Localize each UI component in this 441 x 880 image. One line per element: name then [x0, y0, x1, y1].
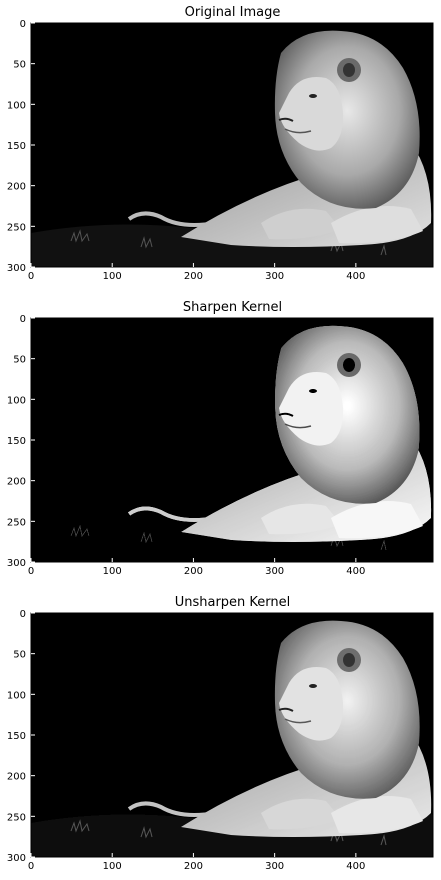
y-tick-label: 200 — [7, 477, 26, 488]
y-tick-label: 150 — [7, 141, 26, 152]
y-tick-label: 300 — [7, 853, 26, 864]
y-tick-label: 100 — [7, 100, 26, 111]
y-tick-label: 250 — [7, 517, 26, 528]
x-tick-label: 200 — [184, 566, 203, 577]
x-tick-label: 100 — [103, 861, 122, 872]
y-tick-label: 200 — [7, 182, 26, 193]
panel-unsharpen: Unsharpen Kernel 0 100 200 300 400 0 50 100 150 2… — [0, 590, 441, 880]
y-tick-label: 200 — [7, 772, 26, 783]
y-tick-label: 0 — [20, 314, 26, 325]
panel-title: Unsharpen Kernel — [174, 595, 291, 610]
y-tick-label: 300 — [7, 263, 26, 274]
y-tick-label: 50 — [13, 650, 26, 661]
x-tick-label: 300 — [265, 271, 284, 282]
y-tick-label: 100 — [7, 395, 26, 406]
y-tick-label: 150 — [7, 436, 26, 447]
image-area — [29, 21, 435, 269]
plot-sharpen: 0 100 200 300 400 0 50 100 150 200 250 300 — [7, 314, 435, 577]
x-tick-label: 100 — [103, 566, 122, 577]
plot-original: 0 100 200 300 400 0 50 100 150 200 250 300 — [7, 19, 435, 282]
plot-unsharpen: 0 100 200 300 400 0 50 100 150 200 250 300 — [7, 609, 435, 872]
y-tick-label: 50 — [13, 60, 26, 71]
image-area — [29, 611, 435, 859]
axis-ticks: 0 100 200 300 400 0 50 100 150 200 250 300 — [7, 609, 434, 872]
x-tick-label: 0 — [28, 861, 34, 872]
y-tick-label: 0 — [20, 609, 26, 620]
y-tick-label: 50 — [13, 355, 26, 366]
x-tick-label: 400 — [346, 271, 365, 282]
image-area — [29, 316, 435, 564]
y-tick-label: 150 — [7, 731, 26, 742]
x-tick-label: 100 — [103, 271, 122, 282]
x-tick-label: 200 — [184, 861, 203, 872]
y-tick-label: 0 — [20, 19, 26, 30]
axis-ticks: 0 100 200 300 400 0 50 100 150 200 250 300 — [7, 314, 434, 577]
panel-original: Original Image 0 100 200 300 400 0 50 100 150 200… — [0, 0, 441, 293]
y-tick-label: 250 — [7, 812, 26, 823]
x-tick-label: 0 — [28, 566, 34, 577]
x-tick-label: 0 — [28, 271, 34, 282]
x-tick-label: 400 — [346, 566, 365, 577]
y-tick-label: 300 — [7, 558, 26, 569]
x-tick-label: 200 — [184, 271, 203, 282]
x-tick-label: 400 — [346, 861, 365, 872]
panel-title: Sharpen Kernel — [182, 300, 283, 315]
panel-sharpen: Sharpen Kernel 0 100 200 300 400 0 50 100 150 200… — [0, 295, 441, 588]
lion-image — [29, 611, 435, 859]
y-tick-label: 250 — [7, 222, 26, 233]
x-tick-label: 300 — [265, 566, 284, 577]
axis-ticks: 0 100 200 300 400 0 50 100 150 200 250 300 — [7, 19, 434, 282]
x-tick-label: 300 — [265, 861, 284, 872]
y-tick-label: 100 — [7, 690, 26, 701]
lion-image — [29, 21, 435, 269]
panel-title: Original Image — [184, 5, 281, 20]
lion-image — [29, 316, 435, 564]
